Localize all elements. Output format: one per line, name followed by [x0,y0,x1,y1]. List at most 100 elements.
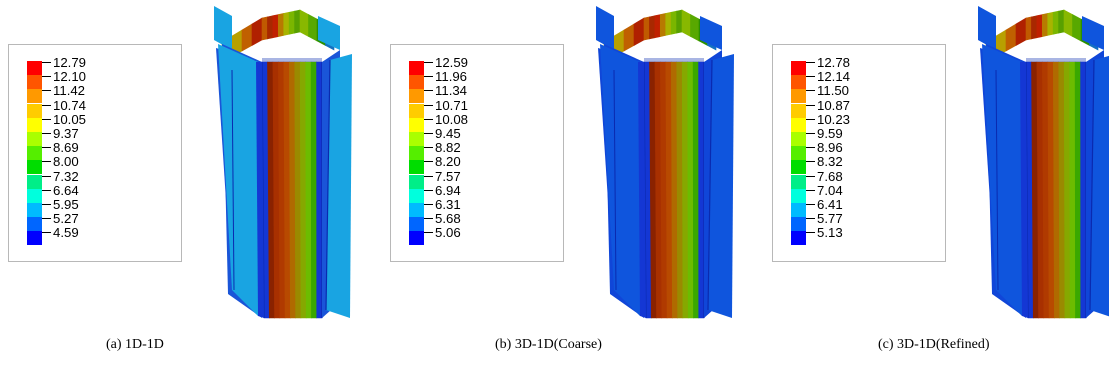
front-face [681,61,689,319]
legend-swatch [27,146,42,161]
legend-tick [42,175,51,177]
legend-label: 10.05 [53,111,87,127]
legend-swatch [27,217,42,232]
left-flange [982,44,1022,316]
legend-tick [424,232,433,234]
legend-swatch [27,103,42,118]
legend-tick [42,62,51,63]
right-top-flange [1082,16,1104,50]
legend-swatch [409,61,424,75]
panel-a: 12.79 12.10 11.42 10.74 10.05 9.37 8.69 8.00 7.3… [0,0,370,381]
legend-label: 10.08 [435,111,469,127]
inner-face [1052,10,1059,35]
inner-face [272,14,279,39]
legend-label: 6.31 [435,197,461,212]
legend-label: 12.78 [817,55,851,70]
legend-label: 11.96 [435,69,468,85]
right-flange [326,54,352,318]
legend-label: 8.20 [435,154,461,170]
legend-label: 12.79 [53,55,87,70]
legend-label: 5.13 [817,225,843,241]
legend-swatch [791,174,806,189]
legend-tick [806,204,815,205]
legend-swatch [791,217,806,232]
inner-face [294,9,301,34]
inner-face [1058,9,1065,34]
edge-line [1089,59,1095,311]
legend-swatch [791,103,806,118]
legend-label: 12.10 [53,69,87,85]
inner-face [1015,17,1027,47]
legend-label: 8.69 [53,140,79,156]
inner-face [1036,14,1043,39]
legend-swatch [791,132,806,146]
legend-label: 6.64 [53,182,79,198]
color-legend: 12.78 12.14 11.50 10.87 10.23 9.59 8.96 8.32 7.6… [772,44,946,262]
legend-label: 11.50 [817,83,850,99]
legend-label: 10.87 [817,97,851,113]
panel-c: 12.78 12.14 11.50 10.87 10.23 9.59 8.96 8.32 7.6… [764,0,1109,381]
left-flange [218,44,258,316]
inner-face [633,17,645,47]
legend-swatch [409,89,424,104]
legend-tick [806,118,815,120]
inner-face [299,9,309,37]
legend-label: 4.59 [53,225,79,241]
legend-label: 7.04 [817,182,843,198]
legend-swatch [791,231,806,246]
legend-tick [424,204,433,205]
legend-swatch [791,146,806,161]
inner-face [681,9,691,37]
legend-tick [424,104,433,106]
legend-tick [42,204,51,205]
inner-face [643,16,650,41]
legend-label: 12.14 [817,69,851,85]
legend-label: 10.74 [53,97,87,113]
legend-tick [806,76,815,78]
legend-swatch [27,61,42,75]
top-rim [644,58,704,62]
front-face [299,61,307,319]
inner-face [1025,16,1032,41]
legend-label: 5.95 [53,197,79,212]
legend-label: 8.96 [817,140,843,156]
legend-swatch [409,75,424,90]
edge-line [613,69,617,291]
inner-face [241,23,253,52]
legend-tick [424,118,433,120]
legend-swatch [27,132,42,146]
left-top-flange [596,6,614,50]
legend-label: 5.27 [53,211,79,227]
legend-tick [806,62,815,63]
legend-tick [806,90,815,92]
left-flange-edge [1020,62,1028,318]
legend-swatch [27,231,42,246]
inner-face [1031,15,1038,40]
left-top-flange [214,6,232,50]
top-rim [1026,58,1086,62]
front-face [294,61,302,319]
legend-swatch [27,75,42,90]
edge-line [325,59,331,311]
section-model-3d [978,6,1109,319]
inner-face [670,10,677,35]
legend-tick [42,147,51,149]
section-model-3d [214,6,352,319]
legend-swatch [27,174,42,189]
legend-label: 6.94 [435,182,461,198]
inner-face [649,15,656,40]
legend-swatch [409,217,424,232]
inner-face [1041,13,1049,37]
legend-label: 9.37 [53,126,79,141]
caption: (a) 1D-1D [106,337,164,352]
legend-swatch [27,188,42,203]
front-face [676,61,684,319]
inner-face [1063,9,1073,37]
front-face [316,61,323,319]
legend-tick [424,76,433,78]
inner-face [623,23,635,52]
legend-tick [806,147,815,149]
legend-label: 7.68 [817,168,843,184]
legend-tick [424,175,433,177]
legend-swatch [27,89,42,104]
